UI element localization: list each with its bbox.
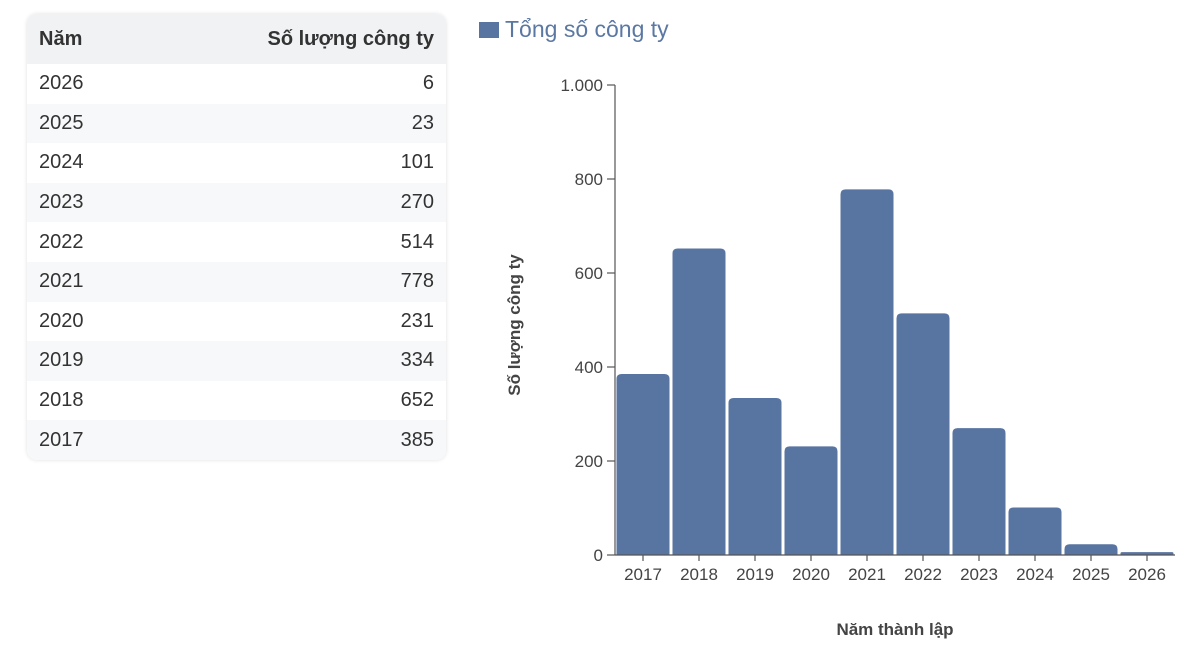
bar[interactable] xyxy=(616,374,670,555)
table-row: 2025 23 xyxy=(27,103,446,144)
y-axis: 0 200 400 600 800 1.000 xyxy=(560,76,616,565)
cell-year: 2019 xyxy=(39,349,84,372)
bar[interactable] xyxy=(1008,507,1062,555)
cell-count: 270 xyxy=(400,191,434,214)
table-header-row: Năm Số lượng công ty xyxy=(27,14,446,64)
chart-legend[interactable]: Tổng số công ty xyxy=(479,16,669,43)
cell-count: 23 xyxy=(411,111,434,134)
bar[interactable] xyxy=(672,248,726,555)
x-tick-label: 2022 xyxy=(904,565,942,584)
cell-year: 2021 xyxy=(39,270,84,293)
cell-count: 778 xyxy=(400,270,434,293)
cell-year: 2025 xyxy=(39,111,84,134)
x-axis-title: Năm thành lập xyxy=(836,620,953,639)
table-row: 2018 652 xyxy=(27,380,446,421)
x-tick-label: 2019 xyxy=(736,565,774,584)
table-row: 2021 778 xyxy=(27,261,446,302)
x-tick-label: 2025 xyxy=(1072,565,1110,584)
x-tick-label: 2020 xyxy=(792,565,830,584)
y-tick-label: 400 xyxy=(575,358,603,377)
header-year[interactable]: Năm xyxy=(39,27,83,50)
bar[interactable] xyxy=(1064,544,1118,555)
x-tick-label: 2017 xyxy=(624,565,662,584)
x-axis: 2017 2018 2019 2020 2021 2022 2023 2024 2025 2026 xyxy=(615,554,1175,584)
y-tick-label: 600 xyxy=(575,264,603,283)
cell-year: 2026 xyxy=(39,72,84,95)
table-row: 2026 6 xyxy=(27,64,446,104)
y-tick-label: 0 xyxy=(594,546,603,565)
cell-year: 2022 xyxy=(39,230,84,253)
y-tick-label: 200 xyxy=(575,452,603,471)
cell-count: 385 xyxy=(400,428,434,451)
bar[interactable] xyxy=(1120,552,1174,555)
data-table: Năm Số lượng công ty 2026 6 2025 23 2024 101 2… xyxy=(27,14,446,460)
cell-count: 6 xyxy=(422,72,434,95)
table-row: 2023 270 xyxy=(27,182,446,223)
y-tick-label: 800 xyxy=(575,170,603,189)
table-row: 2019 334 xyxy=(27,341,446,381)
legend-swatch xyxy=(479,21,499,38)
x-tick-label: 2018 xyxy=(680,565,718,584)
table-body: 2026 6 2025 23 2024 101 2023 270 2022 514 2021 778 2… xyxy=(27,64,446,460)
table-row: 2024 101 xyxy=(27,143,446,183)
cell-year: 2018 xyxy=(39,389,84,412)
table-row: 2022 514 xyxy=(27,222,446,262)
header-count[interactable]: Số lượng công ty xyxy=(267,27,434,50)
x-tick-label: 2026 xyxy=(1128,565,1166,584)
cell-year: 2023 xyxy=(39,191,84,214)
bar[interactable] xyxy=(840,189,894,555)
bar[interactable] xyxy=(784,446,838,555)
data-table-card: Năm Số lượng công ty 2026 6 2025 23 2024 101 2… xyxy=(27,14,446,460)
x-tick-label: 2023 xyxy=(960,565,998,584)
bar[interactable] xyxy=(896,313,950,555)
cell-count: 231 xyxy=(400,309,434,332)
cell-year: 2024 xyxy=(39,151,84,174)
bars xyxy=(616,189,1174,555)
table-row: 2017 385 xyxy=(27,420,446,460)
table-row: 2020 231 xyxy=(27,301,446,342)
cell-count: 514 xyxy=(400,230,434,253)
legend-label: Tổng số công ty xyxy=(505,16,669,42)
cell-count: 652 xyxy=(400,389,434,412)
y-axis-title: Số lượng công ty xyxy=(505,254,524,396)
cell-year: 2017 xyxy=(39,428,84,451)
bar[interactable] xyxy=(952,428,1006,555)
x-tick-label: 2021 xyxy=(848,565,886,584)
cell-count: 101 xyxy=(400,151,434,174)
cell-year: 2020 xyxy=(39,309,84,332)
cell-count: 334 xyxy=(400,349,434,372)
x-tick-label: 2024 xyxy=(1016,565,1054,584)
bar[interactable] xyxy=(728,398,782,555)
y-tick-label: 1.000 xyxy=(560,76,603,95)
